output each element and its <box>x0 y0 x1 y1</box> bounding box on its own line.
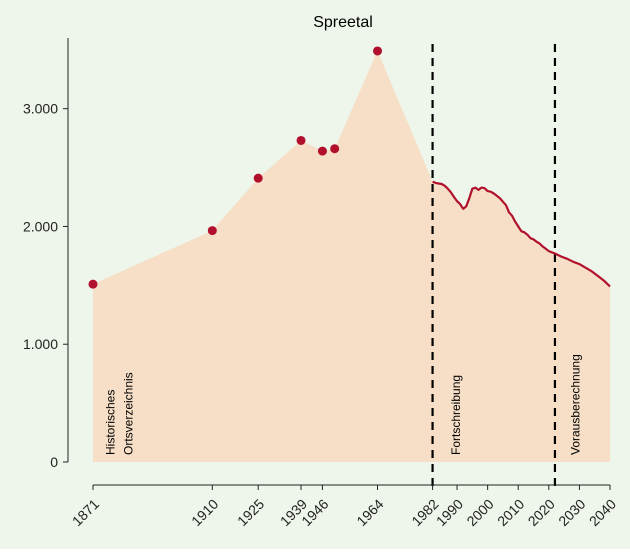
area-layer <box>93 51 610 462</box>
data-point <box>207 226 217 236</box>
annotation-line: Vorausberechnung <box>568 354 582 455</box>
annotation-layer: Historisches Ortsverzeichnis Fortschreibun… <box>104 354 583 455</box>
series-line-1 <box>432 180 550 253</box>
data-point <box>373 46 383 56</box>
population-area <box>93 51 610 462</box>
y-tick-label: 1.000 <box>23 336 58 352</box>
data-point <box>330 144 340 154</box>
data-point <box>88 279 98 289</box>
annotation-label: Historisches Ortsverzeichnis <box>104 372 136 455</box>
annotation-line: Fortschreibung <box>449 375 463 455</box>
chart-title: Spreetal <box>313 14 373 31</box>
data-point <box>317 146 327 156</box>
y-tick-label: 3.000 <box>23 101 58 117</box>
annotation-label: Fortschreibung <box>449 375 463 455</box>
series-line-2 <box>548 250 611 288</box>
points-layer <box>88 46 383 289</box>
y-tick-label: 2.000 <box>23 218 58 234</box>
y-tick-label: 0 <box>50 454 58 470</box>
annotation-line: Historisches <box>104 390 118 455</box>
data-point <box>296 135 306 145</box>
divider-layer <box>431 44 557 486</box>
annotation-line: Ortsverzeichnis <box>122 372 136 455</box>
series-layer <box>432 180 611 288</box>
data-point <box>253 173 263 183</box>
annotation-label: Vorausberechnung <box>568 354 582 455</box>
